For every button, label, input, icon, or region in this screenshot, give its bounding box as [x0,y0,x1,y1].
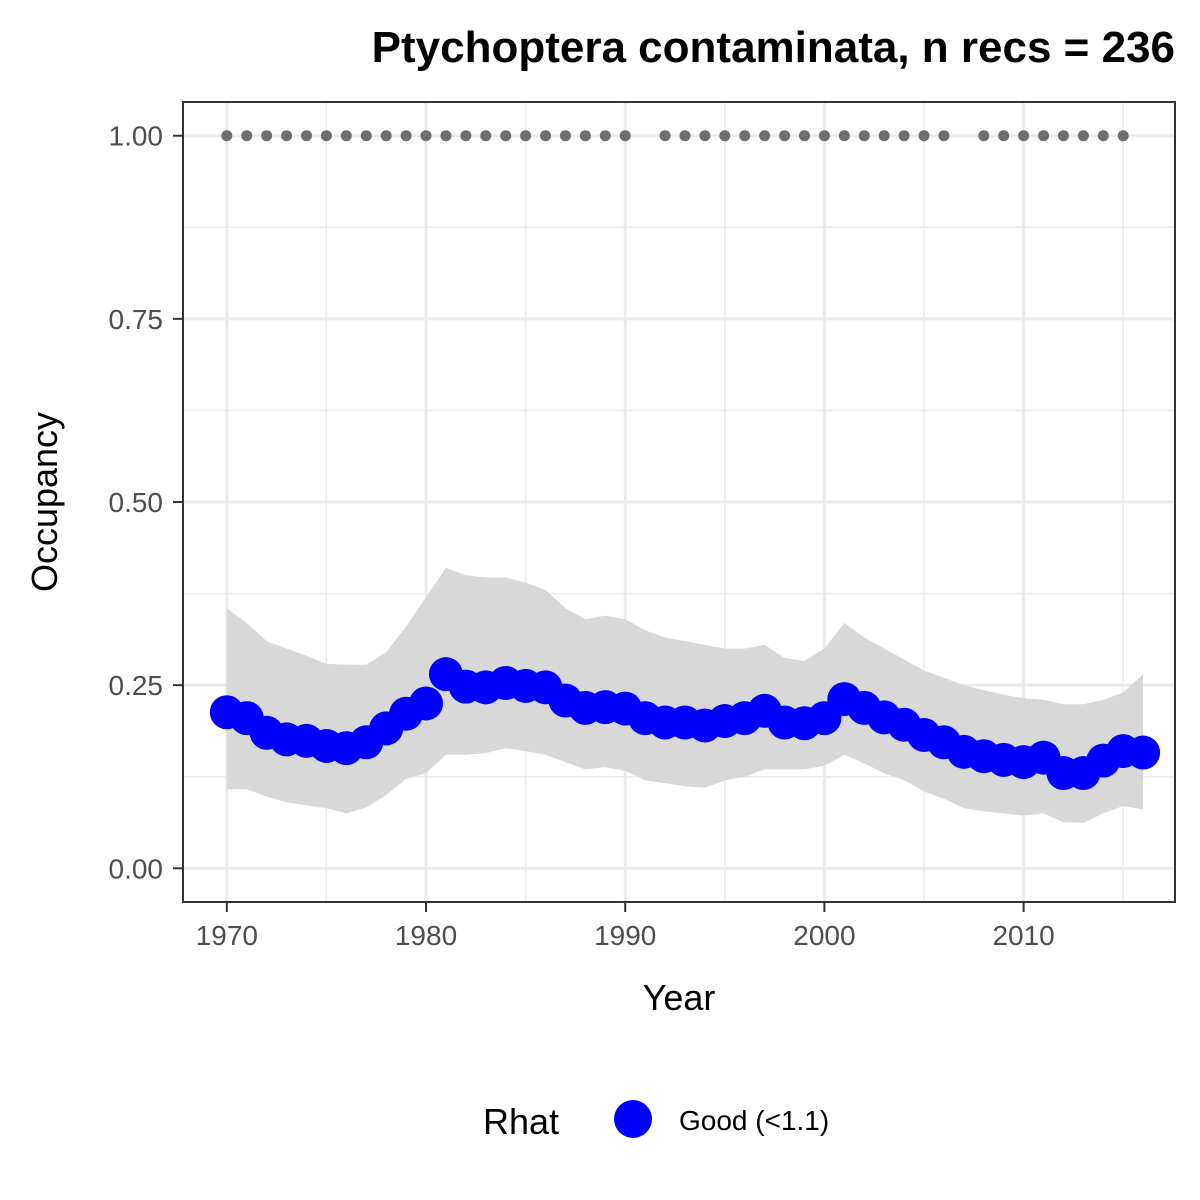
points-layer [209,657,1161,791]
occupancy-point [1126,735,1161,770]
y-tick-label: 0.50 [109,487,164,518]
record-year-point [938,130,950,142]
record-year-point [659,130,671,142]
y-tick-label: 0.25 [109,670,164,701]
legend: Rhat Good (<1.1) [483,1100,829,1142]
record-year-point [918,130,930,142]
record-year-point [520,130,532,142]
x-tick-label: 2010 [992,920,1054,951]
record-year-point [261,130,273,142]
record-year-point [579,130,591,142]
record-year-point [420,130,432,142]
record-years-layer [221,130,1129,142]
y-tick-label: 0.00 [109,853,164,884]
record-year-point [540,130,552,142]
record-year-point [759,130,771,142]
record-year-point [798,130,810,142]
record-year-point [380,130,392,142]
x-tick-label: 1990 [594,920,656,951]
x-tick-label: 2000 [793,920,855,951]
record-year-point [480,130,492,142]
record-year-point [1038,130,1050,142]
x-axis-title: Year [643,977,716,1018]
y-axis: 0.00 0.25 0.50 0.75 1.00 [109,121,183,884]
record-year-point [719,130,731,142]
record-year-point [878,130,890,142]
record-year-point [340,130,352,142]
record-year-point [221,130,233,142]
record-year-point [301,130,313,142]
legend-key-marker [614,1100,652,1138]
record-year-point [360,130,372,142]
record-year-point [559,130,571,142]
record-year-point [619,130,631,142]
record-year-point [1057,130,1069,142]
record-year-point [1077,130,1089,142]
record-year-point [739,130,751,142]
y-tick-label: 0.75 [109,304,164,335]
record-year-point [978,130,990,142]
record-year-point [460,130,472,142]
legend-label: Good (<1.1) [679,1105,829,1136]
record-year-point [400,130,412,142]
record-year-point [599,130,611,142]
y-tick-label: 1.00 [109,121,164,152]
legend-title: Rhat [483,1101,559,1142]
record-year-point [241,130,253,142]
record-year-point [838,130,850,142]
record-year-point [679,130,691,142]
ribbon-layer [226,567,1144,823]
record-year-point [898,130,910,142]
record-year-point [1018,130,1030,142]
record-year-point [858,130,870,142]
record-year-point [699,130,711,142]
credible-interval-ribbon [226,567,1144,823]
chart-title: Ptychoptera contaminata, n recs = 236 [372,23,1175,72]
record-year-point [1117,130,1129,142]
y-axis-title: Occupancy [24,412,65,592]
record-year-point [779,130,791,142]
record-year-point [500,130,512,142]
x-tick-label: 1980 [395,920,457,951]
record-year-point [320,130,332,142]
record-year-point [281,130,293,142]
record-year-point [1097,130,1109,142]
record-year-point [818,130,830,142]
x-axis: 1970 1980 1990 2000 2010 [196,902,1055,951]
record-year-point [998,130,1010,142]
record-year-point [440,130,452,142]
occupancy-point [409,686,444,721]
x-tick-label: 1970 [196,920,258,951]
